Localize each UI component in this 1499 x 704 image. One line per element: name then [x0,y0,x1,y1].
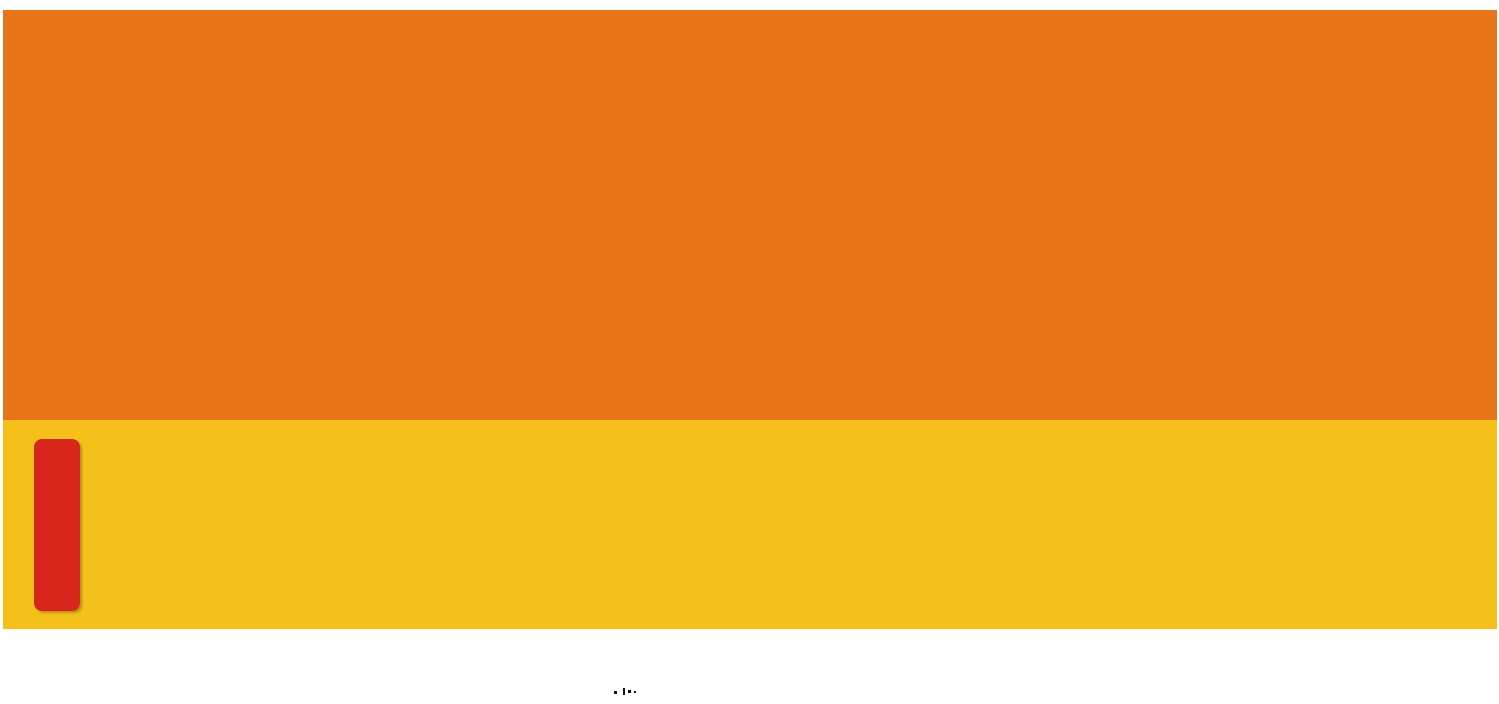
rice-menu-panel [3,10,1497,420]
single-items-badge [34,439,80,611]
stray-mark [610,682,646,695]
single-items-panel [3,420,1497,629]
